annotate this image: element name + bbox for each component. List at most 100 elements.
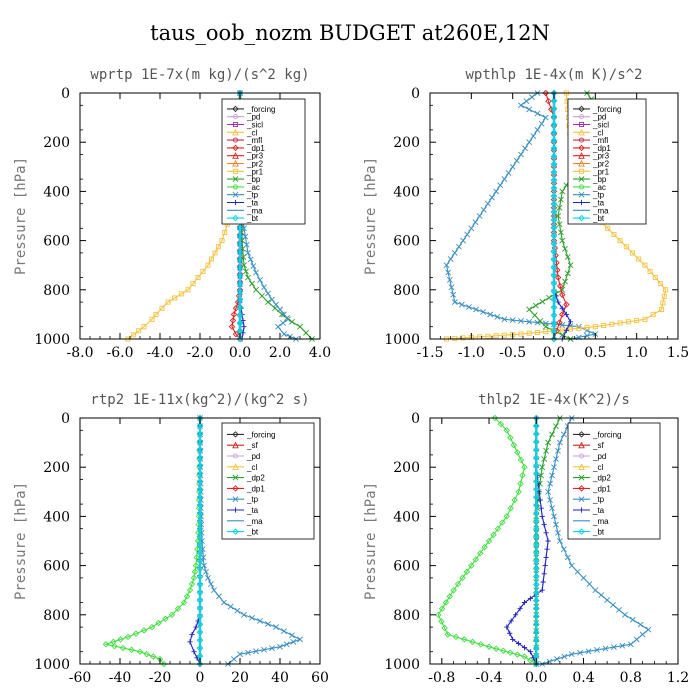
series-marker <box>601 322 607 329</box>
series-marker <box>219 238 225 244</box>
legend-entry: _pr3 <box>592 152 610 161</box>
y-tick-label: 800 <box>393 608 420 624</box>
series-marker <box>480 206 487 213</box>
legend-marker <box>578 199 585 206</box>
series-marker <box>534 126 541 133</box>
series-marker <box>196 644 204 652</box>
series-marker <box>556 439 563 446</box>
legend-marker <box>232 176 239 183</box>
legend-marker <box>578 485 585 492</box>
series-marker <box>237 651 243 658</box>
series-marker <box>460 237 466 244</box>
legend-entry: _ma <box>592 206 609 215</box>
series-marker <box>660 300 666 306</box>
legend-marker <box>232 114 239 120</box>
series-marker <box>191 649 197 655</box>
series-marker <box>515 488 522 496</box>
series-marker <box>501 316 508 323</box>
series-marker <box>253 286 259 293</box>
series-marker <box>507 434 514 441</box>
series-marker <box>494 525 502 532</box>
series-marker <box>586 581 593 587</box>
y-tick-label: 200 <box>393 135 420 151</box>
y-tick-label: 200 <box>393 460 420 476</box>
series-marker <box>522 145 528 152</box>
x-tick-label: 40 <box>271 670 289 686</box>
series-marker <box>456 243 462 250</box>
series-marker <box>442 599 450 606</box>
series-marker <box>444 631 451 638</box>
series-marker <box>550 153 558 160</box>
series-marker <box>212 250 218 256</box>
legend-marker <box>232 144 239 152</box>
series-marker <box>189 631 195 638</box>
series-marker <box>485 333 491 339</box>
series-marker <box>550 280 558 287</box>
series-marker <box>196 533 204 541</box>
series-marker <box>542 89 549 97</box>
series-marker <box>481 543 488 551</box>
series-marker <box>190 281 196 287</box>
legend-entry: _ma <box>246 517 263 526</box>
series-marker <box>550 177 558 184</box>
series-marker <box>196 549 204 557</box>
series-marker <box>174 605 182 612</box>
series-marker <box>279 311 285 318</box>
series-marker <box>499 519 506 526</box>
series-marker <box>196 509 204 517</box>
series-marker <box>257 277 263 283</box>
series-marker <box>476 213 483 219</box>
series-line <box>437 417 537 665</box>
series-marker <box>550 208 558 216</box>
series-marker <box>150 653 157 660</box>
series-marker <box>463 568 471 575</box>
series-marker <box>245 649 251 656</box>
series-marker <box>283 641 290 648</box>
series-marker <box>221 599 227 606</box>
legend-marker <box>232 199 239 206</box>
series-marker <box>236 224 244 232</box>
series-marker <box>228 323 236 330</box>
legend-entry: _bt <box>246 214 259 223</box>
series-marker <box>128 646 135 654</box>
legend-marker <box>578 184 585 190</box>
x-tick-label: -4.0 <box>147 345 174 361</box>
series-marker <box>539 513 545 519</box>
series-marker <box>546 294 552 301</box>
legend-marker <box>232 453 239 459</box>
y-tick-label: 0 <box>61 411 70 427</box>
legend-marker <box>578 144 585 152</box>
series-marker <box>253 648 259 655</box>
series-marker <box>497 182 504 189</box>
series-marker <box>585 648 592 655</box>
legend-box <box>567 422 661 540</box>
legend-entry: _ta <box>592 506 605 515</box>
series-marker <box>550 105 558 113</box>
series-marker <box>559 305 565 311</box>
series-marker <box>625 319 631 325</box>
series-marker <box>563 301 570 308</box>
series-marker <box>536 489 542 495</box>
series-marker <box>297 323 303 330</box>
series-marker <box>527 595 533 601</box>
series-marker <box>533 462 540 469</box>
series-marker <box>119 644 127 652</box>
legend-entry: _tp <box>592 191 605 200</box>
series-marker <box>236 240 244 248</box>
y-tick-label: 400 <box>393 509 420 525</box>
series-marker <box>273 301 279 308</box>
series-marker <box>533 454 540 461</box>
series-marker <box>473 306 479 313</box>
series-marker <box>136 328 142 334</box>
y-tick-label: 0 <box>411 411 420 427</box>
series-marker <box>562 278 568 285</box>
series-marker <box>540 579 546 585</box>
legend-entry: _dp1 <box>592 144 611 153</box>
series-marker <box>543 530 549 536</box>
series-marker <box>236 280 244 287</box>
series-marker <box>497 420 505 428</box>
series-marker <box>551 513 557 520</box>
y-axis-label: Pressure [hPa] <box>363 157 379 275</box>
series-marker <box>241 611 247 618</box>
series-marker <box>132 630 140 637</box>
